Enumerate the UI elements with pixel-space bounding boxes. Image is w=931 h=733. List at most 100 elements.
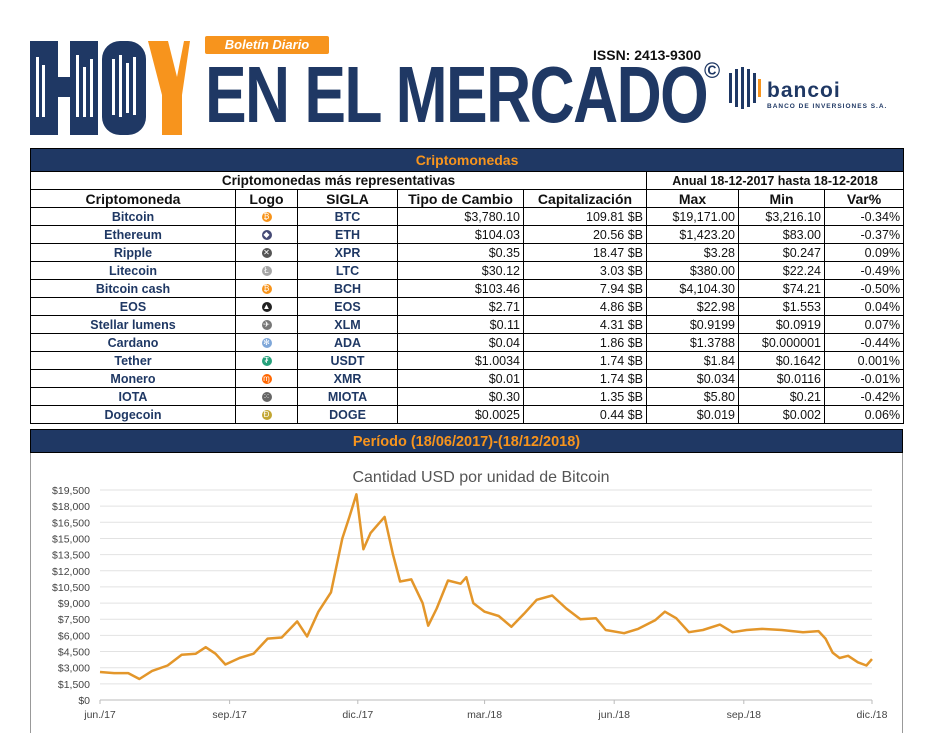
chart-title: Cantidad USD por unidad de Bitcoin [352, 469, 609, 486]
market-cap-cell: 0.44 $B [523, 405, 647, 424]
x-tick-label: dic./18 [857, 709, 888, 721]
stellar-icon: ✈ [261, 320, 272, 331]
var-cell: -0.42% [823, 387, 905, 406]
var-cell: -0.37% [823, 225, 905, 244]
column-header: Max [646, 189, 739, 208]
y-tick-label: $0 [78, 695, 90, 707]
min-cell: $3,216.10 [738, 207, 825, 226]
exchange-rate-cell: $0.01 [397, 369, 524, 388]
y-tick-label: $4,500 [58, 647, 90, 659]
y-tick-label: $9,000 [58, 598, 90, 610]
y-tick-label: $15,000 [52, 533, 90, 545]
exchange-rate-cell: $3,780.10 [397, 207, 524, 226]
max-cell: $0.034 [646, 369, 739, 388]
column-header: Capitalización [523, 189, 647, 208]
var-cell: 0.09% [823, 243, 905, 262]
y-tick-label: $19,500 [52, 485, 90, 497]
sigla-cell: MIOTA [297, 387, 398, 406]
exchange-rate-cell: $0.04 [397, 333, 524, 352]
x-tick-label: dic./17 [342, 709, 373, 721]
publication-title: EN EL MERCADO [205, 50, 709, 139]
var-cell: -0.44% [823, 333, 905, 352]
crypto-logo-cell: ▲ [235, 297, 298, 316]
table-subtitle-left: Criptomonedas más representativas [30, 171, 647, 190]
max-cell: $0.9199 [646, 315, 739, 334]
exchange-rate-cell: $103.46 [397, 279, 524, 298]
exchange-rate-cell: $30.12 [397, 261, 524, 280]
crypto-name-cell: Ethereum [30, 225, 236, 244]
var-cell: -0.34% [823, 207, 905, 226]
sigla-cell: BCH [297, 279, 398, 298]
crypto-logo-cell: ✈ [235, 315, 298, 334]
hoy-logo [30, 41, 190, 135]
max-cell: $1.84 [646, 351, 739, 370]
y-tick-label: $3,000 [58, 663, 90, 675]
market-cap-cell: 3.03 $B [523, 261, 647, 280]
max-cell: $22.98 [646, 297, 739, 316]
min-cell: $1.553 [738, 297, 825, 316]
crypto-name-cell: Stellar lumens [30, 315, 236, 334]
crypto-logo-cell: ₮ [235, 351, 298, 370]
market-cap-cell: 18.47 $B [523, 243, 647, 262]
tether-icon: ₮ [261, 356, 272, 367]
crypto-name-cell: IOTA [30, 387, 236, 406]
bitcoin-cash-icon: ₿ [261, 284, 272, 295]
crypto-logo-cell: ɱ [235, 369, 298, 388]
exchange-rate-cell: $0.30 [397, 387, 524, 406]
exchange-rate-cell: $0.35 [397, 243, 524, 262]
max-cell: $5.80 [646, 387, 739, 406]
var-cell: 0.04% [823, 297, 905, 316]
exchange-rate-cell: $0.11 [397, 315, 524, 334]
sigla-cell: XLM [297, 315, 398, 334]
bank-subtitle: BANCO DE INVERSIONES S.A. [767, 103, 888, 110]
max-cell: $3.28 [646, 243, 739, 262]
market-cap-cell: 1.86 $B [523, 333, 647, 352]
max-cell: $0.019 [646, 405, 739, 424]
var-cell: -0.49% [823, 261, 905, 280]
crypto-name-cell: EOS [30, 297, 236, 316]
table-row: EOS ▲ EOS $2.71 4.86 $B $22.98 $1.553 0.04% [30, 297, 905, 316]
exchange-rate-cell: $1.0034 [397, 351, 524, 370]
column-header: Var% [823, 189, 905, 208]
column-header: SIGLA [297, 189, 398, 208]
cardano-icon: ✻ [261, 338, 272, 349]
market-cap-cell: 1.74 $B [523, 369, 647, 388]
min-cell: $0.000001 [738, 333, 825, 352]
sigla-cell: BTC [297, 207, 398, 226]
max-cell: $1.3788 [646, 333, 739, 352]
min-cell: $0.0919 [738, 315, 825, 334]
x-tick-label: jun./17 [83, 709, 116, 721]
min-cell: $0.1642 [738, 351, 825, 370]
max-cell: $4,104.30 [646, 279, 739, 298]
eos-icon: ▲ [261, 302, 272, 313]
market-cap-cell: 109.81 $B [523, 207, 647, 226]
table-row: Dogecoin Ð DOGE $0.0025 0.44 $B $0.019 $0.002 0… [30, 405, 905, 424]
table-subtitle-right: Anual 18-12-2017 hasta 18-12-2018 [645, 171, 905, 190]
crypto-name-cell: Litecoin [30, 261, 236, 280]
crypto-logo-cell: Ð [235, 405, 298, 424]
market-cap-cell: 1.74 $B [523, 351, 647, 370]
litecoin-icon: Ł [261, 266, 272, 277]
ripple-icon: ✕ [261, 248, 272, 259]
max-cell: $1,423.20 [646, 225, 739, 244]
exchange-rate-cell: $0.0025 [397, 405, 524, 424]
crypto-name-cell: Monero [30, 369, 236, 388]
table-row: Ethereum ◆ ETH $104.03 20.56 $B $1,423.20 $83.… [30, 225, 905, 244]
copyright-mark: © [704, 58, 721, 83]
max-cell: $19,171.00 [646, 207, 739, 226]
x-tick-label: mar./18 [467, 709, 502, 721]
market-cap-cell: 4.86 $B [523, 297, 647, 316]
table-row: Bitcoin ₿ BTC $3,780.10 109.81 $B $19,171.00 $… [30, 207, 905, 226]
y-tick-label: $16,500 [52, 517, 90, 529]
market-cap-cell: 20.56 $B [523, 225, 647, 244]
crypto-logo-cell: ⁙ [235, 387, 298, 406]
table-header-row: Criptomoneda Logo SIGLA Tipo de Cambio C… [30, 189, 905, 208]
var-cell: -0.01% [823, 369, 905, 388]
monero-icon: ɱ [261, 374, 272, 385]
crypto-logo-cell: ₿ [235, 207, 298, 226]
crypto-logo-cell: ✕ [235, 243, 298, 262]
crypto-name-cell: Ripple [30, 243, 236, 262]
crypto-name-cell: Dogecoin [30, 405, 236, 424]
market-cap-cell: 7.94 $B [523, 279, 647, 298]
column-header: Criptomoneda [30, 189, 236, 208]
